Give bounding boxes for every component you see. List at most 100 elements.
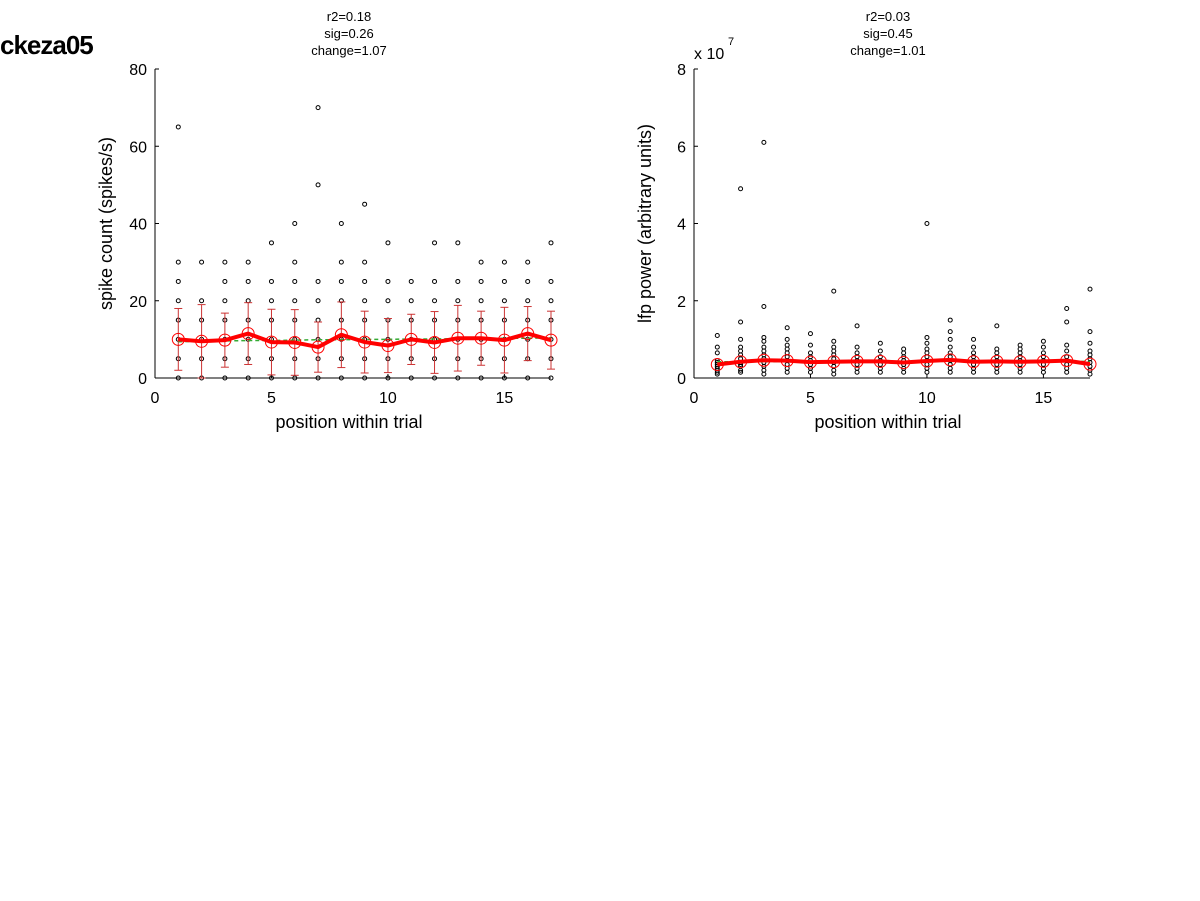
scatter-point — [175, 124, 181, 130]
mean-marker — [474, 331, 488, 345]
scatter-point — [501, 298, 507, 304]
scatter-point — [362, 298, 368, 304]
y-tick-label: 20 — [129, 294, 147, 311]
scatter-point — [338, 278, 344, 284]
scatter-point — [947, 329, 953, 335]
scatter-point — [1040, 344, 1046, 350]
x-tick-label: 15 — [1035, 390, 1053, 407]
mean-marker — [334, 328, 348, 342]
scatter-point — [1064, 305, 1070, 311]
scatter-point — [831, 338, 837, 344]
scatter-point — [455, 375, 461, 381]
scatter-point — [807, 350, 813, 356]
scatter-point — [455, 240, 461, 246]
y-tick-label: 0 — [138, 371, 147, 388]
scatter-point — [268, 375, 274, 381]
scatter-point — [1064, 342, 1070, 348]
scatter-point — [245, 259, 251, 265]
scatter-point — [714, 333, 720, 339]
chart-title-line: change=1.01 — [850, 43, 926, 58]
scatter-point — [525, 375, 531, 381]
scatter-point — [338, 375, 344, 381]
scatter-point — [501, 259, 507, 265]
scatter-point — [1087, 286, 1093, 292]
scatter-point — [408, 375, 414, 381]
scatter-point — [385, 298, 391, 304]
scatter-point — [854, 323, 860, 329]
scatter-point — [1087, 348, 1093, 354]
y-tick-label: 8 — [677, 62, 686, 79]
scatter-point — [315, 298, 321, 304]
scatter-point — [738, 336, 744, 342]
scatter-point — [807, 342, 813, 348]
scatter-point — [1040, 338, 1046, 344]
mean-marker — [404, 332, 418, 346]
x-tick-label: 10 — [918, 390, 936, 407]
scatter-point — [268, 298, 274, 304]
scatter-point — [315, 105, 321, 111]
scatter-point — [738, 186, 744, 192]
scatter-point — [714, 344, 720, 350]
chart-panel-lfp-power: r2=0.03 sig=0.45 change=1.01 0 2 4 6 8 0 5 10 15 pos… — [635, 9, 1097, 432]
y-tick-label: 80 — [129, 62, 147, 79]
y-axis-exponent-power: 7 — [728, 36, 734, 48]
scatter-point — [501, 375, 507, 381]
scatter-point — [315, 317, 321, 323]
scatter-point — [501, 278, 507, 284]
scatter-point — [385, 278, 391, 284]
scatter-point — [971, 350, 977, 356]
scatter-point — [362, 201, 368, 207]
x-tick-label: 15 — [496, 390, 514, 407]
chart-panel-spike-count: r2=0.18 sig=0.26 change=1.07 0 20 40 60 80 0 5 10 1… — [96, 9, 558, 432]
scatter-point — [525, 298, 531, 304]
scatter-point — [362, 375, 368, 381]
x-tick-label: 5 — [267, 390, 276, 407]
mean-marker — [780, 354, 794, 368]
scatter-point — [924, 334, 930, 340]
x-axis-label: position within trial — [814, 412, 961, 432]
chart-title-line: r2=0.18 — [327, 9, 371, 24]
mean-marker — [827, 355, 841, 369]
mean-marker — [967, 355, 981, 369]
scatter-point — [222, 298, 228, 304]
mean-marker — [521, 327, 535, 341]
scatter-point — [994, 346, 1000, 352]
scatter-point — [807, 331, 813, 337]
scatter-point — [245, 278, 251, 284]
mean-marker — [897, 356, 911, 370]
scatter-point — [455, 298, 461, 304]
scatter-point — [924, 340, 930, 346]
scatter-point — [1064, 319, 1070, 325]
mean-marker — [757, 353, 771, 367]
chart-title-line: sig=0.26 — [324, 26, 374, 41]
scatter-point — [175, 298, 181, 304]
scatter-point — [362, 259, 368, 265]
scatter-point — [854, 344, 860, 350]
x-axis-label: position within trial — [275, 412, 422, 432]
scatter-point — [971, 344, 977, 350]
mean-marker — [1036, 354, 1050, 368]
scatter-point — [385, 240, 391, 246]
y-axis-exponent-label: x 10 — [694, 46, 724, 63]
figure-label: ckeza05 — [0, 30, 94, 60]
mean-marker — [381, 339, 395, 353]
chart-title-line: r2=0.03 — [866, 9, 910, 24]
scatter-point — [432, 240, 438, 246]
y-tick-label: 0 — [677, 371, 686, 388]
scatter-point — [175, 375, 181, 381]
y-axis-label: spike count (spikes/s) — [96, 137, 116, 310]
y-tick-label: 4 — [677, 217, 686, 234]
mean-marker — [1083, 357, 1097, 371]
scatter-point — [1017, 342, 1023, 348]
scatter-point — [831, 288, 837, 294]
scatter-point — [315, 278, 321, 284]
mean-marker — [990, 354, 1004, 368]
scatter-point — [761, 304, 767, 310]
scatter-point — [548, 278, 554, 284]
mean-marker — [264, 335, 278, 349]
scatter-point — [714, 350, 720, 356]
scatter-point — [408, 298, 414, 304]
scatter-point — [432, 375, 438, 381]
scatter-point — [268, 278, 274, 284]
scatter-point — [924, 221, 930, 226]
